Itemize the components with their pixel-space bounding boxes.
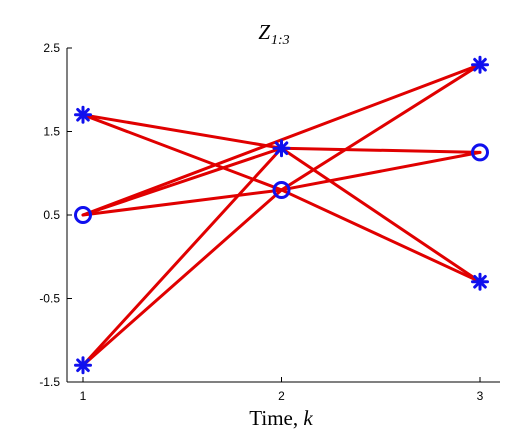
- plot-frame: [66, 48, 500, 383]
- line-segment: [81, 188, 283, 217]
- ticks-layer: -1.5 -0.5 0.5 1.5 2.5 1 2 3: [39, 41, 483, 403]
- asterisk-stroke: [473, 274, 487, 289]
- x-axis-label-variable: k: [303, 406, 313, 430]
- line-segment: [81, 188, 283, 367]
- x-tick-label: 2: [278, 389, 285, 403]
- asterisk-stroke: [76, 107, 90, 122]
- x-tick-label: 1: [80, 389, 87, 403]
- markers-layer: [74, 55, 489, 375]
- line-segment: [280, 63, 482, 192]
- asterisk-stroke: [274, 141, 289, 156]
- line-segment: [280, 150, 482, 192]
- line-segment: [280, 146, 482, 154]
- segments-layer: [81, 63, 482, 367]
- x-axis-label-text: Time,: [249, 406, 303, 430]
- asterisk-stroke: [473, 57, 487, 72]
- data-point-asterisk: [471, 55, 489, 74]
- data-point-circle: [74, 206, 92, 224]
- line-segment: [280, 146, 482, 284]
- x-axis-label: Time, k: [249, 406, 313, 430]
- data-point-asterisk: [471, 272, 489, 291]
- asterisk-stroke: [76, 358, 90, 373]
- line-segment: [280, 188, 482, 284]
- y-tick-label: 2.5: [43, 41, 60, 55]
- chart-title-subscript: 1:3: [271, 33, 290, 48]
- y-tick-label: -0.5: [39, 292, 60, 306]
- data-point-asterisk: [74, 105, 92, 124]
- line-segment: [81, 113, 283, 150]
- y-tick-label: -1.5: [39, 375, 60, 389]
- line-segment: [81, 146, 283, 367]
- data-point-circle: [471, 143, 489, 162]
- data-point-asterisk: [272, 139, 291, 158]
- data-point-circle: [272, 180, 291, 199]
- y-tick-label: 1.5: [43, 125, 60, 139]
- y-tick-label: 0.5: [43, 208, 60, 222]
- chart-title-main: Z: [258, 20, 270, 44]
- chart-title: Z1:3: [258, 20, 289, 48]
- line-segment: [81, 113, 283, 192]
- data-point-asterisk: [74, 356, 92, 375]
- x-tick-label: 3: [477, 389, 484, 403]
